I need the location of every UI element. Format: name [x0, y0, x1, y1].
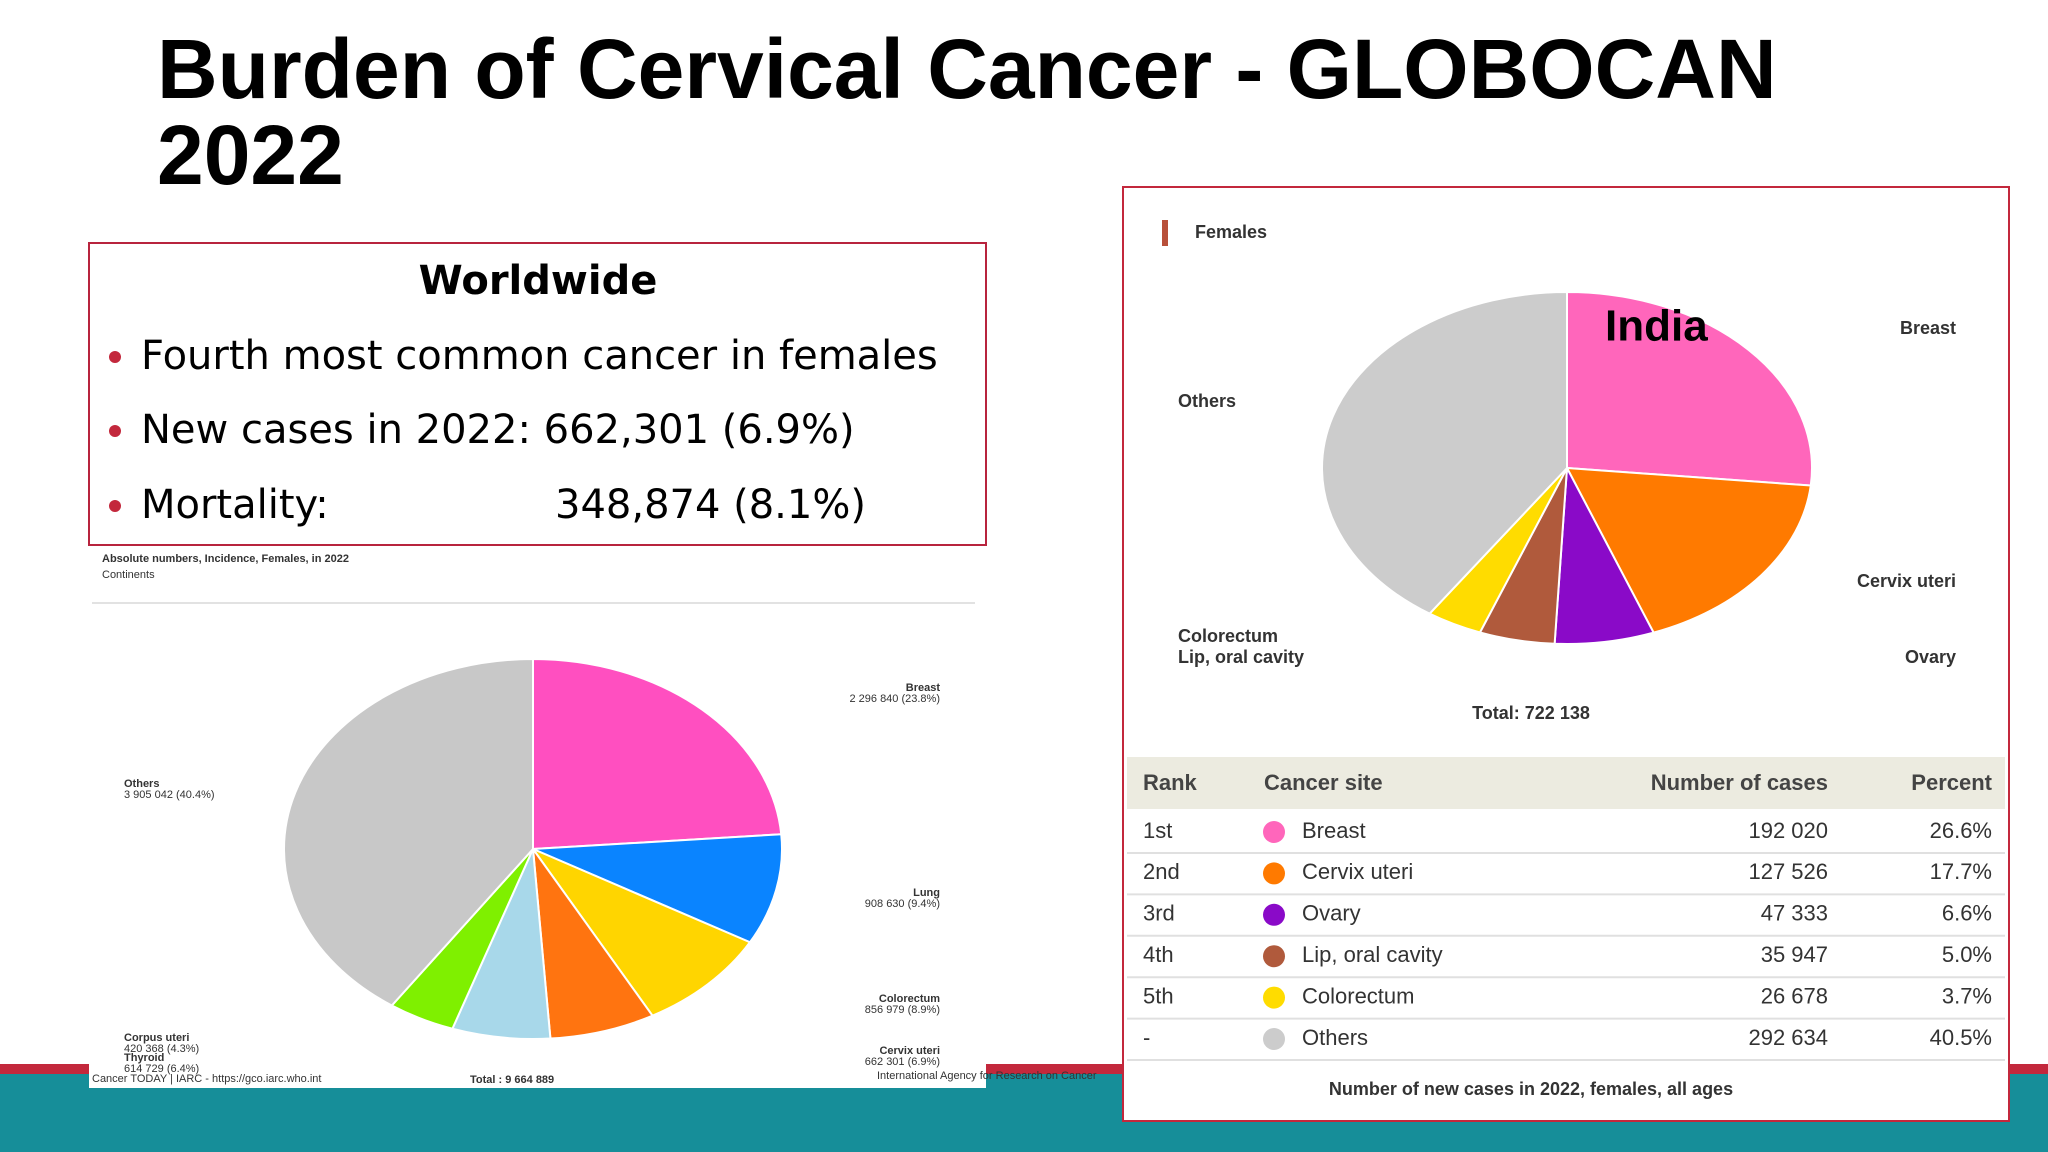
slice-value-label: 662 301 (6.9%) — [865, 1056, 940, 1068]
slice-value-label: 2 296 840 (23.8%) — [849, 693, 940, 705]
slice-label: Breast — [1900, 318, 1956, 338]
slice-label: Lip, oral cavity — [1178, 647, 1304, 667]
legend-dot — [1263, 986, 1285, 1009]
bullet — [109, 500, 121, 512]
slice-label: Corpus uteri — [124, 1032, 189, 1044]
pie-slice — [283, 657, 534, 1007]
table-header: Number of cases — [1651, 770, 1828, 795]
bullet-text: Fourth most common cancer in females — [141, 333, 938, 379]
legend-dot — [1263, 945, 1285, 968]
pie-slice — [1566, 290, 1813, 487]
table-cell: - — [1143, 1025, 1150, 1050]
worldwide-heading: Worldwide — [419, 258, 658, 304]
content: Absolute numbers, Incidence, Females, in… — [92, 222, 2005, 1099]
title-bar — [1162, 220, 1168, 246]
slice-label: Cervix uteri — [879, 1045, 940, 1057]
table-cell: 26.6% — [1930, 818, 1992, 843]
slice-value-label: 3 905 042 (40.4%) — [124, 789, 215, 801]
legend-dot — [1263, 821, 1285, 843]
table-cell: Ovary — [1302, 901, 1361, 926]
worldwide-box — [88, 242, 987, 546]
table-cell: 17.7% — [1930, 859, 1992, 884]
slide-title: 2022 — [157, 108, 344, 202]
chart-title: Absolute numbers, Incidence, Females, in… — [102, 553, 349, 565]
slice-label: Others — [124, 778, 159, 790]
table-cell: 2nd — [1143, 859, 1180, 884]
slice-label: Cervix uteri — [1857, 571, 1956, 591]
chart-total: Total: 722 138 — [1472, 703, 1590, 723]
table-cell: Colorectum — [1302, 983, 1414, 1008]
chart-title: Females — [1195, 222, 1267, 242]
table-cell: 292 634 — [1748, 1025, 1828, 1050]
table-cell: 127 526 — [1748, 859, 1828, 884]
table-cell: 3.7% — [1942, 983, 1992, 1008]
slice-label: Lung — [913, 887, 940, 899]
table-cell: 3rd — [1143, 901, 1175, 926]
pie-slice — [532, 833, 783, 944]
pie-slice — [1565, 466, 1812, 634]
table-cell: 5.0% — [1942, 942, 1992, 967]
table-cell: 47 333 — [1761, 901, 1828, 926]
table-caption: Number of new cases in 2022, females, al… — [1329, 1079, 1733, 1099]
legend-dot — [1263, 862, 1285, 885]
table-cell: 6.6% — [1942, 901, 1992, 926]
table-cell: 1st — [1143, 818, 1172, 843]
slice-label: Ovary — [1905, 647, 1956, 667]
table-cell: Others — [1302, 1025, 1368, 1050]
table-header: Percent — [1911, 770, 1992, 795]
table-header: Rank — [1143, 770, 1198, 795]
slice-label: Thyroid — [124, 1052, 164, 1064]
bullet — [109, 351, 121, 363]
slice-value-label: 614 729 (6.4%) — [124, 1063, 199, 1075]
chart-total: Total : 9 664 889 — [470, 1074, 554, 1086]
slice-label: Others — [1178, 391, 1236, 411]
bullet-text: Mortality: — [141, 482, 329, 528]
table-cell: 26 678 — [1761, 983, 1828, 1008]
table-cell: Cervix uteri — [1302, 859, 1413, 884]
table-cell: 40.5% — [1930, 1025, 1992, 1050]
chart-source: Cancer TODAY | IARC - https://gco.iarc.w… — [92, 1073, 321, 1085]
slice-label: Colorectum — [879, 993, 940, 1005]
bullet-text: New cases in 2022: 662,301 (6.9%) — [141, 407, 855, 453]
table-cell: Breast — [1302, 818, 1366, 843]
slice-label: Breast — [906, 682, 941, 694]
legend-dot — [1263, 903, 1285, 926]
slice-value-label: 908 630 (9.4%) — [865, 898, 940, 910]
legend-dot — [1263, 1028, 1285, 1050]
table-cell: 4th — [1143, 942, 1174, 967]
table-cell: Lip, oral cavity — [1302, 942, 1443, 967]
red-band — [0, 1064, 2048, 1074]
table-cell: 5th — [1143, 983, 1174, 1008]
pie-slice — [1321, 290, 1568, 615]
slice-label: Colorectum — [1178, 626, 1278, 646]
slice-value-label: 420 368 (4.3%) — [124, 1043, 199, 1055]
agency-text: International Agency for Research on Can… — [877, 1070, 1097, 1082]
pie-slice — [532, 657, 783, 851]
slide-title: Burden of Cervical Cancer - GLOBOCAN — [157, 22, 1777, 116]
table-header-bg — [1127, 757, 2005, 809]
table-header: Cancer site — [1264, 770, 1383, 795]
chart-subtitle: Continents — [102, 569, 155, 581]
pie-slice — [531, 845, 655, 1040]
table-cell: 192 020 — [1748, 818, 1828, 843]
slice-value-label: 856 979 (8.9%) — [865, 1004, 940, 1016]
annotation: India — [1605, 302, 1708, 351]
bullet — [109, 425, 121, 437]
pie-slice — [530, 846, 752, 1017]
table-cell: 35 947 — [1761, 942, 1828, 967]
bullet-text: 348,874 (8.1%) — [555, 482, 866, 528]
